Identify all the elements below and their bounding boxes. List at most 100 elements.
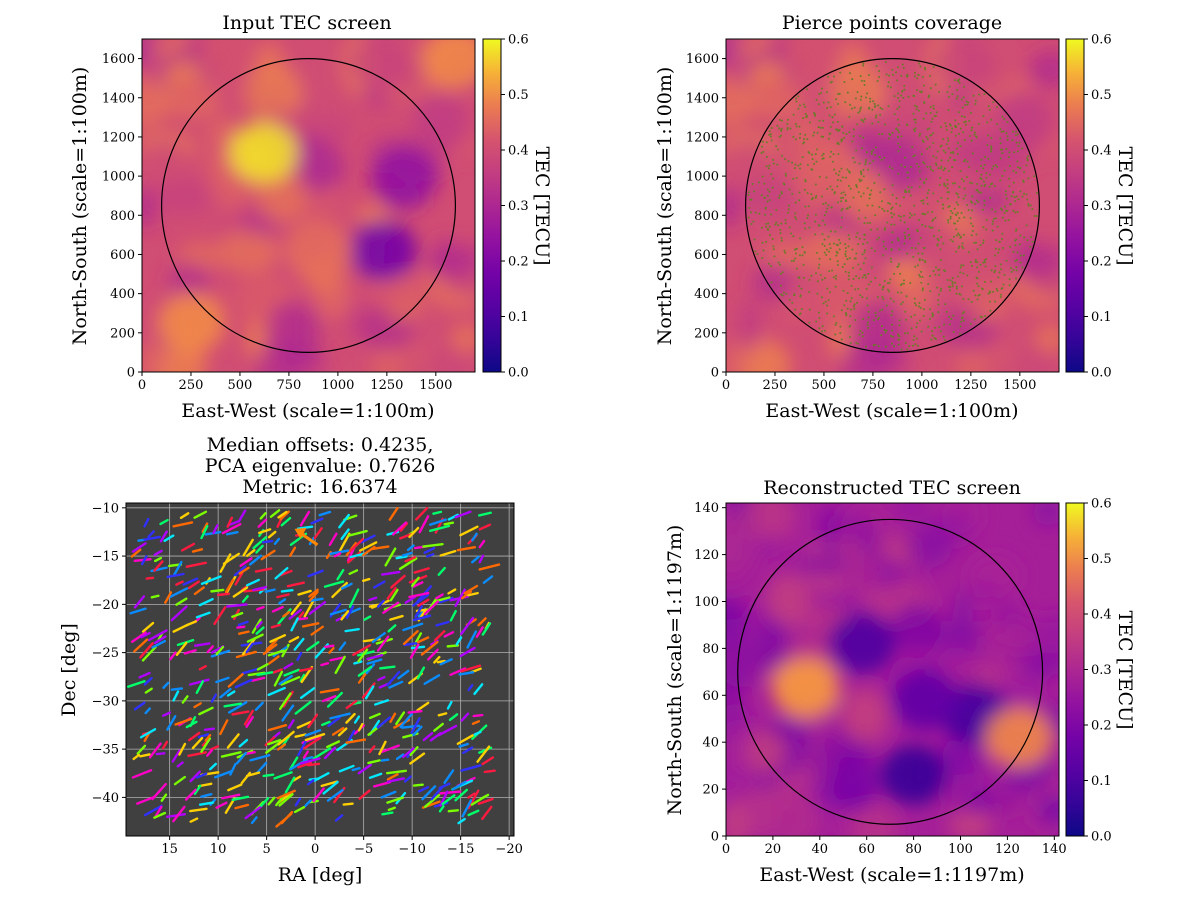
pierce-point <box>866 304 869 307</box>
colorbar-label: TEC [TECU] <box>531 146 553 265</box>
pierce-point <box>898 99 901 102</box>
offset-arrow <box>151 782 167 801</box>
pierce-point <box>874 146 877 149</box>
offset-arrow <box>366 653 384 661</box>
pierce-point <box>914 121 917 124</box>
pierce-point <box>1015 195 1018 198</box>
pierce-point <box>863 251 866 254</box>
offset-arrow <box>140 555 148 566</box>
pierce-point <box>942 335 945 338</box>
pierce-point <box>916 264 919 267</box>
offset-arrow <box>268 655 280 665</box>
pierce-point <box>758 212 761 215</box>
pierce-point <box>794 252 797 255</box>
pierce-point <box>857 111 860 114</box>
pierce-point <box>810 274 813 277</box>
x-tick-label: 20 <box>765 842 782 857</box>
pierce-point <box>843 304 846 307</box>
pierce-point <box>901 63 904 66</box>
pierce-point <box>858 110 861 113</box>
pierce-point <box>754 250 757 253</box>
pierce-point <box>891 323 894 326</box>
offset-arrows <box>127 506 501 828</box>
pierce-point <box>811 158 814 161</box>
pierce-point <box>752 220 755 223</box>
offset-arrow <box>238 738 249 748</box>
x-tick-label: 0 <box>722 378 730 393</box>
pierce-point <box>817 224 820 227</box>
tec-blob <box>831 752 879 811</box>
pierce-point <box>951 93 954 96</box>
pierce-point <box>798 191 801 194</box>
pierce-point <box>775 209 778 212</box>
pierce-point <box>866 204 869 207</box>
pierce-point <box>939 248 942 251</box>
pierce-point <box>971 264 974 267</box>
pierce-point <box>910 315 913 318</box>
offset-arrow <box>243 709 254 726</box>
pierce-point <box>881 132 884 135</box>
plot-area <box>126 503 514 836</box>
pierce-point <box>789 127 792 130</box>
offset-arrow <box>334 655 346 675</box>
pierce-point <box>883 227 886 230</box>
pierce-point <box>798 125 801 128</box>
offset-arrow <box>259 512 267 520</box>
pierce-point <box>852 135 855 138</box>
pierce-point <box>793 293 796 296</box>
pierce-point <box>946 278 949 281</box>
pierce-point <box>794 138 797 141</box>
pierce-point <box>906 252 909 255</box>
offset-arrow <box>238 630 250 635</box>
pierce-point <box>881 207 884 210</box>
pierce-point <box>864 160 867 163</box>
offset-arrow <box>236 625 246 629</box>
pierce-point <box>751 182 754 185</box>
pierce-point <box>932 132 935 135</box>
pierce-point <box>889 86 892 89</box>
offset-arrow <box>161 740 169 750</box>
pierce-point <box>1009 203 1012 206</box>
tec-blob <box>963 190 1011 212</box>
tec-blob <box>726 341 746 372</box>
offset-arrow <box>222 552 240 565</box>
field-of-view-circle <box>737 518 1044 825</box>
pierce-point <box>1005 197 1008 200</box>
pierce-point <box>833 113 836 116</box>
pierce-point <box>947 285 950 288</box>
offset-arrow <box>189 807 208 813</box>
offset-arrow <box>139 728 157 739</box>
tec-blob <box>874 531 895 558</box>
pierce-point <box>775 145 778 148</box>
pierce-point <box>912 155 915 158</box>
offset-arrow <box>345 712 356 724</box>
colorbar-tick-label: 0.2 <box>508 255 529 270</box>
y-tick-label: 800 <box>694 209 719 224</box>
tec-blob <box>142 141 187 165</box>
pierce-point <box>862 62 865 65</box>
offset-arrow <box>227 783 243 792</box>
pierce-point <box>939 259 942 262</box>
offset-arrow <box>296 525 314 530</box>
pierce-point <box>998 240 1001 243</box>
offset-arrow <box>224 578 235 594</box>
y-tick-label: −20 <box>92 598 119 613</box>
offset-arrow <box>436 659 446 664</box>
pierce-point <box>917 73 920 76</box>
pierce-point <box>1001 216 1004 219</box>
pierce-point <box>1029 204 1032 207</box>
offset-arrow <box>459 525 479 537</box>
pierce-point <box>974 99 977 102</box>
tec-blob <box>904 526 952 568</box>
pierce-point <box>881 295 884 298</box>
offset-arrow <box>367 759 381 765</box>
pierce-point <box>897 343 900 346</box>
pierce-point <box>821 219 824 222</box>
offset-arrow <box>439 790 462 795</box>
tec-blob <box>142 341 162 372</box>
pierce-point <box>768 234 771 237</box>
offset-arrow <box>209 762 218 771</box>
pierce-point <box>836 120 839 123</box>
offset-arrow <box>290 617 299 632</box>
